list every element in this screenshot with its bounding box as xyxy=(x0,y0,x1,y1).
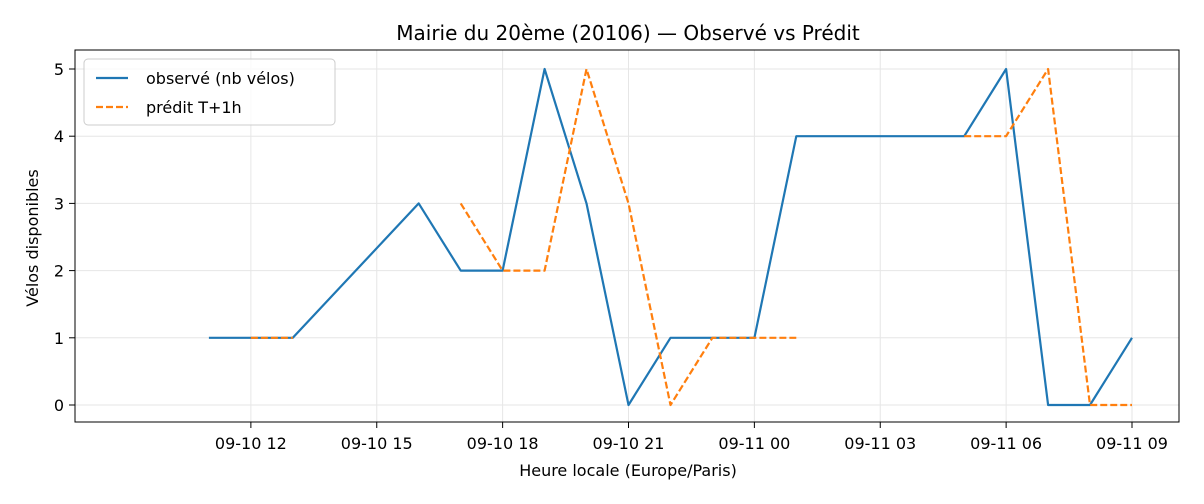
y-tick-label: 5 xyxy=(54,60,64,79)
y-tick-label: 2 xyxy=(54,262,64,281)
x-tick-label: 09-11 00 xyxy=(718,434,790,453)
plot-frame xyxy=(74,49,1180,423)
legend: observé (nb vélos) prédit T+1h xyxy=(83,58,336,126)
y-axis-label: Vélos disponibles xyxy=(23,169,42,306)
legend-box xyxy=(83,58,336,126)
x-tick-label: 09-10 15 xyxy=(341,434,413,453)
y-tick-label: 1 xyxy=(54,329,64,348)
predicted-series-line xyxy=(459,67,797,407)
predicted-series-line xyxy=(964,67,1132,407)
legend-label-observed: observé (nb vélos) xyxy=(146,69,295,88)
chart-title: Mairie du 20ème (20106) — Observé vs Pré… xyxy=(396,21,860,45)
x-tick-label: 09-11 09 xyxy=(1096,434,1168,453)
x-axis-label: Heure locale (Europe/Paris) xyxy=(519,461,737,480)
x-tick-label: 09-10 12 xyxy=(215,434,287,453)
axis-ticks: 09-10 12 09-10 15 09-10 18 09-10 21 09-11 00… xyxy=(54,60,1168,453)
x-tick-label: 09-11 06 xyxy=(970,434,1042,453)
grid xyxy=(75,50,1179,422)
legend-label-predicted: prédit T+1h xyxy=(146,98,242,117)
y-tick-label: 3 xyxy=(54,194,64,213)
y-tick-label: 4 xyxy=(54,127,64,146)
x-tick-label: 09-10 21 xyxy=(593,434,665,453)
x-tick-label: 09-10 18 xyxy=(467,434,539,453)
x-tick-label: 09-11 03 xyxy=(844,434,916,453)
series-layer xyxy=(208,67,1133,407)
y-tick-label: 0 xyxy=(54,396,64,415)
